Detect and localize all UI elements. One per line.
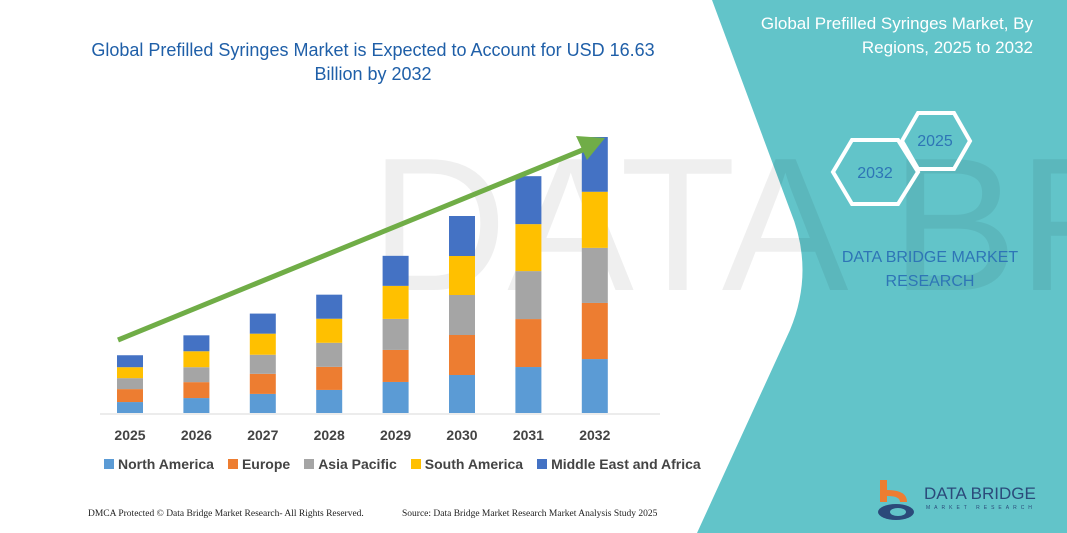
bar-segment-2025-europe [117, 389, 143, 403]
legend: North America Europe Asia Pacific South Ame… [104, 456, 701, 472]
watermark: DATA BRIDGE [370, 119, 1067, 331]
bar-segment-2031-europe [515, 319, 542, 368]
legend-swatch [304, 459, 315, 469]
bar-segment-2032-europe [581, 302, 608, 360]
hex-2025-label: 2025 [917, 133, 953, 150]
legend-item: Middle East and Africa [537, 456, 701, 472]
bar-segment-2026-europe [183, 382, 210, 399]
x-tick-label: 2026 [181, 427, 212, 443]
legend-item: North America [104, 456, 214, 472]
bar-segment-2028-asia-pacific [316, 342, 343, 367]
bar-segment-2028-south-america [316, 318, 343, 343]
bar-segment-2025-north-america [117, 402, 143, 413]
bar-segment-2031-north-america [515, 367, 542, 413]
bar-segment-2027-asia-pacific [249, 354, 276, 374]
chart-title: Global Prefilled Syringes Market is Expe… [91, 40, 655, 84]
brand-name: DATA BRIDGE MARKET RESEARCH [841, 249, 1019, 290]
legend-label: Middle East and Africa [551, 456, 701, 472]
bar-segment-2032-asia-pacific [581, 247, 608, 303]
bar-segment-2031-south-america [515, 224, 542, 272]
legend-label: Europe [241, 456, 291, 472]
legend-label: North America [118, 456, 214, 472]
bar-segment-2031-middle-east-and-africa [515, 176, 542, 225]
bar-segment-2029-europe [382, 349, 409, 382]
legend-label: South America [424, 456, 524, 472]
bar-segment-2030-europe [449, 334, 475, 375]
trend-arrow [117, 146, 586, 343]
bar-segment-2026-south-america [183, 351, 210, 368]
legend-item: Europe [227, 456, 291, 472]
logo-subtext: MARKET RESEARCH [926, 505, 1036, 511]
bar-segment-2025-middle-east-and-africa [117, 355, 143, 368]
trend-arrowhead [576, 136, 605, 160]
bar-segment-2029-asia-pacific [382, 318, 409, 350]
bar-segment-2029-south-america [382, 285, 409, 319]
bar-segment-2025-asia-pacific [117, 378, 143, 390]
logo-text: DATA BRIDGE [924, 484, 1036, 503]
svg-text:DATA BRIDGE: DATA BRIDGE [370, 119, 1067, 331]
bar-segment-2026-middle-east-and-africa [183, 335, 210, 352]
side-panel [697, 0, 1067, 533]
bar-segment-2027-south-america [249, 333, 276, 355]
legend-swatch [227, 459, 238, 469]
x-tick-label: 2029 [380, 427, 411, 443]
bar-segment-2027-north-america [249, 393, 276, 413]
bar-segment-2028-middle-east-and-africa [316, 294, 343, 319]
footer-source: Source: Data Bridge Market Research Mark… [402, 509, 658, 519]
legend-label: Asia Pacific [318, 456, 397, 472]
legend-swatch [410, 459, 421, 469]
logo-icon [878, 480, 914, 520]
x-tick-label: 2030 [446, 427, 477, 443]
bar-segment-2032-north-america [581, 359, 608, 413]
x-tick-label: 2025 [114, 427, 145, 443]
hex-2032-label: 2032 [857, 165, 893, 182]
bar-segment-2029-north-america [382, 381, 409, 413]
bar-segment-2029-middle-east-and-africa [382, 255, 409, 286]
bar-segment-2030-middle-east-and-africa [449, 215, 475, 256]
bar-segment-2027-middle-east-and-africa [249, 313, 276, 334]
hexagon-2025 [899, 111, 973, 171]
bar-segment-2028-north-america [316, 389, 343, 413]
legend-item: Asia Pacific [304, 456, 397, 472]
legend-item: South America [410, 456, 524, 472]
bar-segment-2025-south-america [117, 367, 143, 379]
hexagon-2032 [830, 138, 921, 206]
bar-segment-2027-europe [249, 373, 276, 394]
x-tick-label: 2031 [513, 427, 544, 443]
bar-segment-2028-europe [316, 366, 343, 390]
side-panel-title: Global Prefilled Syringes Market, By Reg… [760, 14, 1033, 57]
x-tick-label: 2028 [314, 427, 345, 443]
bar-segment-2026-north-america [183, 398, 210, 413]
bar-segment-2031-asia-pacific [515, 271, 542, 320]
bar-segment-2030-asia-pacific [449, 294, 475, 335]
bar-segment-2026-asia-pacific [183, 367, 210, 383]
legend-swatch [104, 459, 114, 469]
x-tick-label: 2027 [247, 427, 278, 443]
x-tick-label: 2032 [579, 427, 610, 443]
bar-segment-2030-south-america [449, 255, 475, 295]
footer-copyright: DMCA Protected © Data Bridge Market Rese… [88, 509, 364, 519]
bar-segment-2032-south-america [581, 191, 608, 248]
bar-segment-2030-north-america [449, 374, 475, 413]
legend-swatch [537, 459, 548, 469]
